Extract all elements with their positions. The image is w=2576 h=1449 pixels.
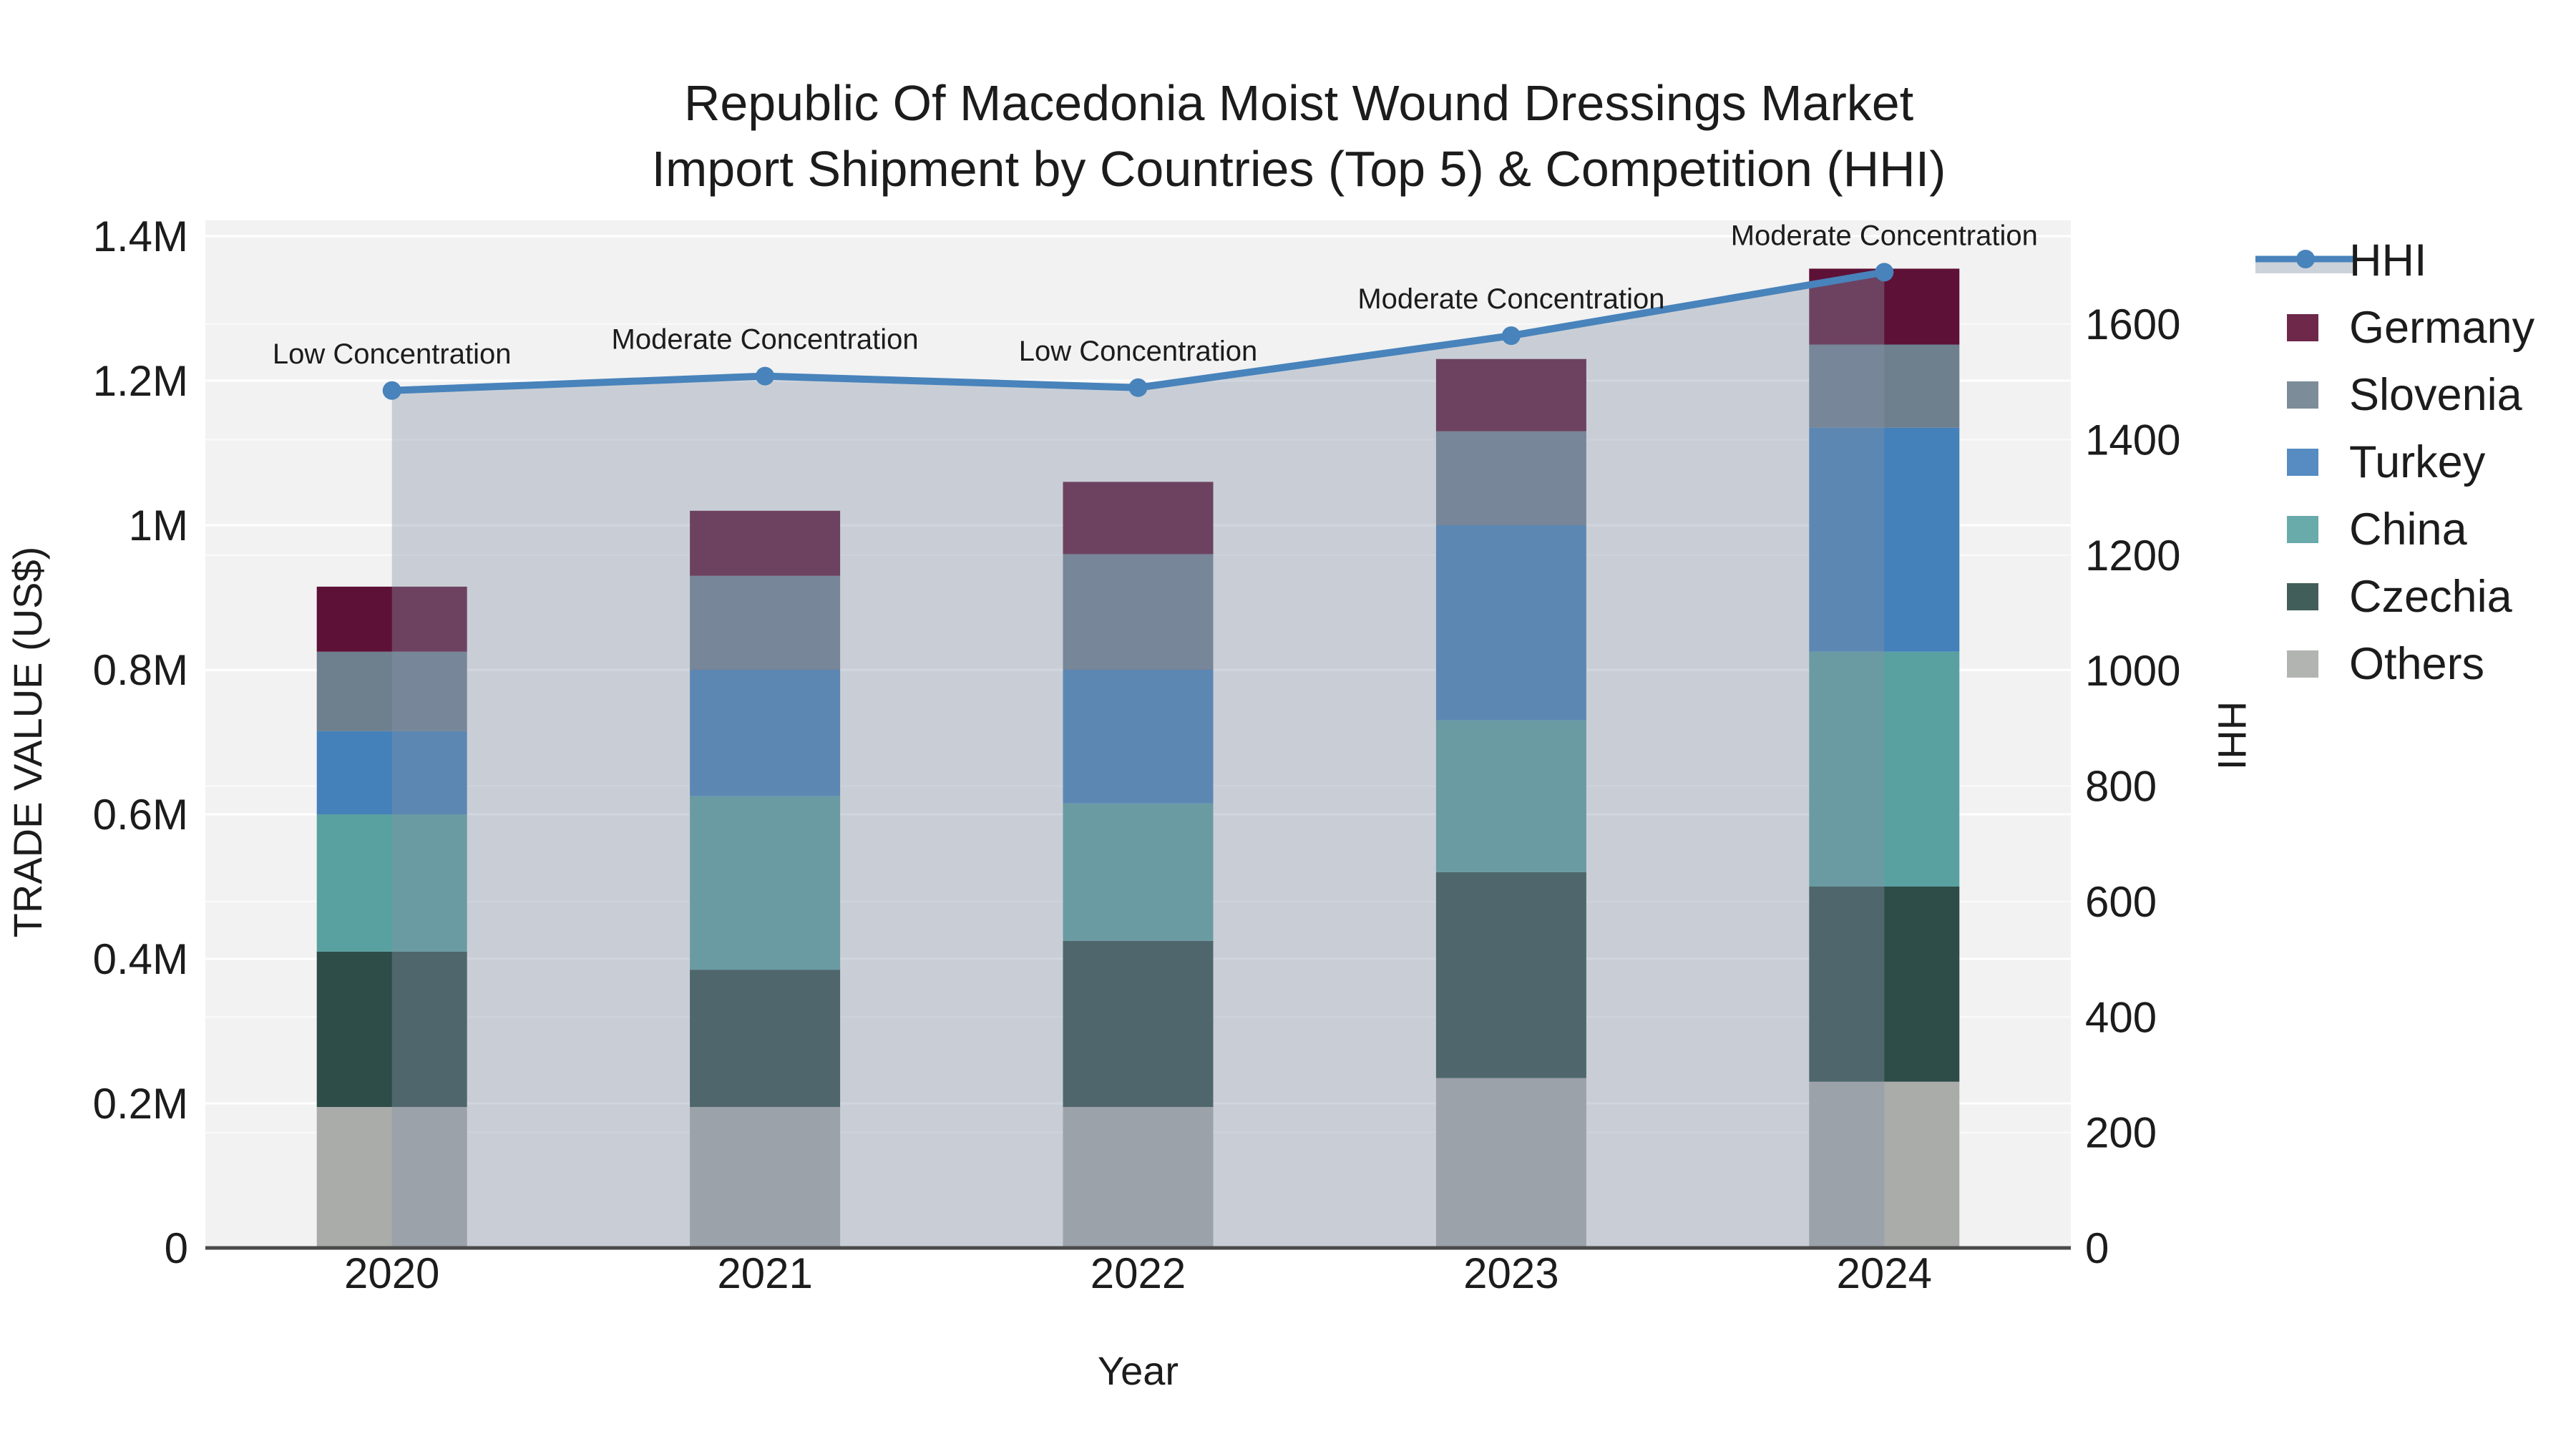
- bar-segment-slovenia-2023: [1435, 431, 1586, 525]
- bar-series: [316, 268, 1960, 1248]
- y-left-tick-label: 0.4M: [93, 935, 188, 983]
- legend-label: Slovenia: [2349, 370, 2523, 420]
- hhi-marker-2022: [1128, 378, 1148, 397]
- annotation-2020: Low Concentration: [273, 338, 512, 370]
- legend-swatch-china: [2287, 516, 2318, 543]
- bar-segment-china-2022: [1063, 803, 1214, 941]
- bar-segment-others-2020: [316, 1107, 467, 1248]
- bar-segment-germany-2022: [1063, 482, 1214, 555]
- legend-label: China: [2349, 504, 2468, 555]
- x-tick-label-2023: 2023: [1463, 1249, 1558, 1297]
- y-right-tick-label: 800: [2085, 763, 2157, 811]
- hhi-marker-2023: [1501, 326, 1521, 346]
- bar-segment-slovenia-2021: [690, 575, 841, 670]
- hhi-marker-2021: [756, 366, 775, 386]
- bar-segment-others-2023: [1435, 1078, 1586, 1248]
- bar-segment-others-2024: [1809, 1081, 1960, 1248]
- y-left-tick-label: 1.2M: [93, 357, 188, 405]
- bar-segment-others-2022: [1063, 1107, 1214, 1248]
- legend-item-turkey[interactable]: Turkey: [2287, 437, 2486, 487]
- bar-segment-slovenia-2024: [1809, 344, 1960, 428]
- y-left-tick-label: 1M: [129, 502, 188, 550]
- bar-segment-czechia-2022: [1063, 940, 1214, 1108]
- x-tick-label-2024: 2024: [1837, 1249, 1932, 1297]
- legend-label: Germany: [2349, 303, 2535, 353]
- chart-subtitle: Import Shipment by Countries (Top 5) & C…: [652, 141, 1946, 197]
- legend-label: Turkey: [2349, 437, 2486, 487]
- bar-segment-czechia-2021: [690, 970, 841, 1108]
- bar-segment-czechia-2024: [1809, 887, 1960, 1082]
- legend-swatch-slovenia: [2287, 381, 2318, 409]
- y-right-tick-label: 1200: [2085, 532, 2180, 580]
- hhi-legend-marker: [2296, 250, 2315, 268]
- y-right-tick-label: 0: [2085, 1224, 2109, 1272]
- legend: HHI Germany Slovenia Turkey China Czechia Othe…: [2255, 235, 2535, 689]
- y-left-tick-label: 0: [165, 1224, 188, 1272]
- bar-segment-slovenia-2020: [316, 651, 467, 731]
- y-right-tick-label: 1600: [2085, 301, 2180, 348]
- legend-swatch-turkey: [2287, 449, 2318, 476]
- bar-segment-china-2023: [1435, 720, 1586, 872]
- legend-item-china[interactable]: China: [2287, 504, 2468, 555]
- legend-swatch-czechia: [2287, 583, 2318, 610]
- bar-segment-slovenia-2022: [1063, 554, 1214, 670]
- y-right-tick-label: 1000: [2085, 647, 2180, 695]
- bar-segment-germany-2021: [690, 510, 841, 576]
- legend-label: Others: [2349, 639, 2484, 689]
- legend-label: HHI: [2349, 235, 2427, 286]
- y-right-tick-label: 600: [2085, 878, 2157, 926]
- annotation-2024: Moderate Concentration: [1731, 220, 2038, 251]
- x-tick-label-2021: 2021: [717, 1249, 812, 1297]
- bar-segment-turkey-2021: [690, 670, 841, 796]
- y-right-axis-title: HHI: [2210, 701, 2255, 770]
- bar-segment-turkey-2020: [316, 731, 467, 814]
- y-left-tick-label: 0.2M: [93, 1080, 188, 1128]
- x-tick-label-2020: 2020: [344, 1249, 439, 1297]
- bar-segment-china-2024: [1809, 651, 1960, 887]
- legend-item-others[interactable]: Others: [2287, 639, 2484, 689]
- legend-swatch-others: [2287, 650, 2318, 678]
- x-axis-title: Year: [1098, 1348, 1179, 1393]
- bar-segment-germany-2023: [1435, 358, 1586, 431]
- x-tick-label-2022: 2022: [1091, 1249, 1186, 1297]
- bar-segment-turkey-2024: [1809, 427, 1960, 652]
- y-left-tick-label: 0.6M: [93, 791, 188, 839]
- legend-swatch-germany: [2287, 314, 2318, 341]
- legend-label: Czechia: [2349, 572, 2513, 622]
- chart-title: Republic Of Macedonia Moist Wound Dressi…: [684, 75, 1913, 131]
- hhi-marker-2024: [1875, 263, 1894, 282]
- bar-segment-china-2021: [690, 796, 841, 970]
- y-right-tick-label: 400: [2085, 993, 2157, 1041]
- annotation-2021: Moderate Concentration: [612, 324, 919, 356]
- annotation-2023: Moderate Concentration: [1357, 283, 1664, 315]
- bar-segment-others-2021: [690, 1107, 841, 1248]
- y-right-tick-label: 200: [2085, 1109, 2157, 1157]
- bar-segment-turkey-2023: [1435, 525, 1586, 721]
- bar-segment-turkey-2022: [1063, 670, 1214, 804]
- y-left-tick-label: 0.8M: [93, 646, 188, 694]
- legend-item-germany[interactable]: Germany: [2287, 303, 2535, 353]
- annotation-2022: Low Concentration: [1019, 336, 1258, 367]
- bar-segment-china-2020: [316, 814, 467, 952]
- y-right-tick-label: 1400: [2085, 416, 2180, 464]
- legend-item-slovenia[interactable]: Slovenia: [2287, 370, 2523, 420]
- y-left-tick-label: 1.4M: [93, 213, 188, 260]
- legend-item-czechia[interactable]: Czechia: [2287, 572, 2513, 622]
- bar-segment-czechia-2020: [316, 951, 467, 1108]
- hhi-area-fill: [391, 272, 1885, 1249]
- legend-item-hhi[interactable]: HHI: [2255, 235, 2427, 286]
- bar-segment-czechia-2023: [1435, 872, 1586, 1078]
- y-left-axis-title: TRADE VALUE (US$): [5, 547, 50, 938]
- bar-segment-germany-2020: [316, 586, 467, 652]
- hhi-marker-2020: [382, 381, 401, 400]
